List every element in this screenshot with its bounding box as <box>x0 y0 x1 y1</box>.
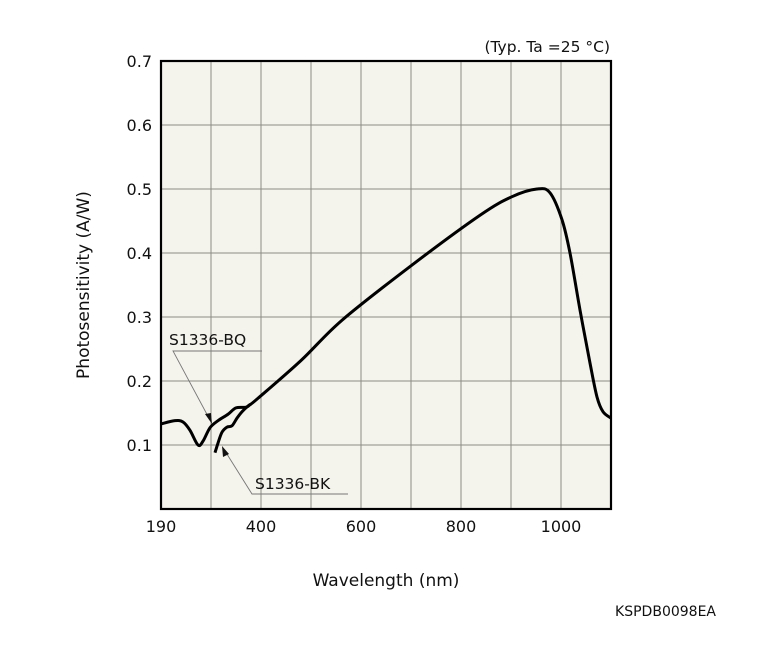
series-s1336-bk <box>213 402 252 454</box>
y-tick-label: 0.1 <box>127 436 152 455</box>
x-tick-label: 800 <box>446 517 477 536</box>
x-axis-label: Wavelength (nm) <box>313 571 460 591</box>
plot-frame <box>159 59 613 511</box>
x-tick-label: 600 <box>346 517 377 536</box>
callout-bq: S1336-BQ <box>169 331 262 424</box>
y-tick-label: 0.4 <box>127 244 152 263</box>
y-tick-labels: 0.1 0.2 0.3 0.4 0.5 0.6 0.7 <box>127 52 152 455</box>
y-tick-label: 0.2 <box>127 372 152 391</box>
arrow-bq-icon <box>205 413 212 424</box>
x-tick-label: 400 <box>246 517 277 536</box>
label-s1336-bk: S1336-BK <box>255 475 331 493</box>
y-tick-label: 0.5 <box>127 180 152 199</box>
callout-bk: S1336-BK <box>222 446 348 495</box>
y-axis-label: Photosensitivity (A/W) <box>74 191 94 379</box>
arrow-bk-icon <box>222 446 229 457</box>
x-tick-labels: 190 400 600 800 1000 <box>146 517 582 536</box>
series-s1336-bq <box>160 187 612 448</box>
x-tick-label: 1000 <box>541 517 582 536</box>
leader-line-bk <box>224 450 348 495</box>
curves <box>160 187 612 454</box>
y-tick-label: 0.3 <box>127 308 152 327</box>
leader-line-bq <box>172 350 262 421</box>
x-tick-label: 190 <box>146 517 177 536</box>
gridlines <box>161 61 611 509</box>
y-tick-label: 0.6 <box>127 116 152 135</box>
y-tick-label: 0.7 <box>127 52 152 71</box>
label-s1336-bq: S1336-BQ <box>169 331 246 349</box>
condition-note: (Typ. Ta =25 °C) <box>484 38 610 56</box>
figure-code: KSPDB0098EA <box>615 604 716 620</box>
